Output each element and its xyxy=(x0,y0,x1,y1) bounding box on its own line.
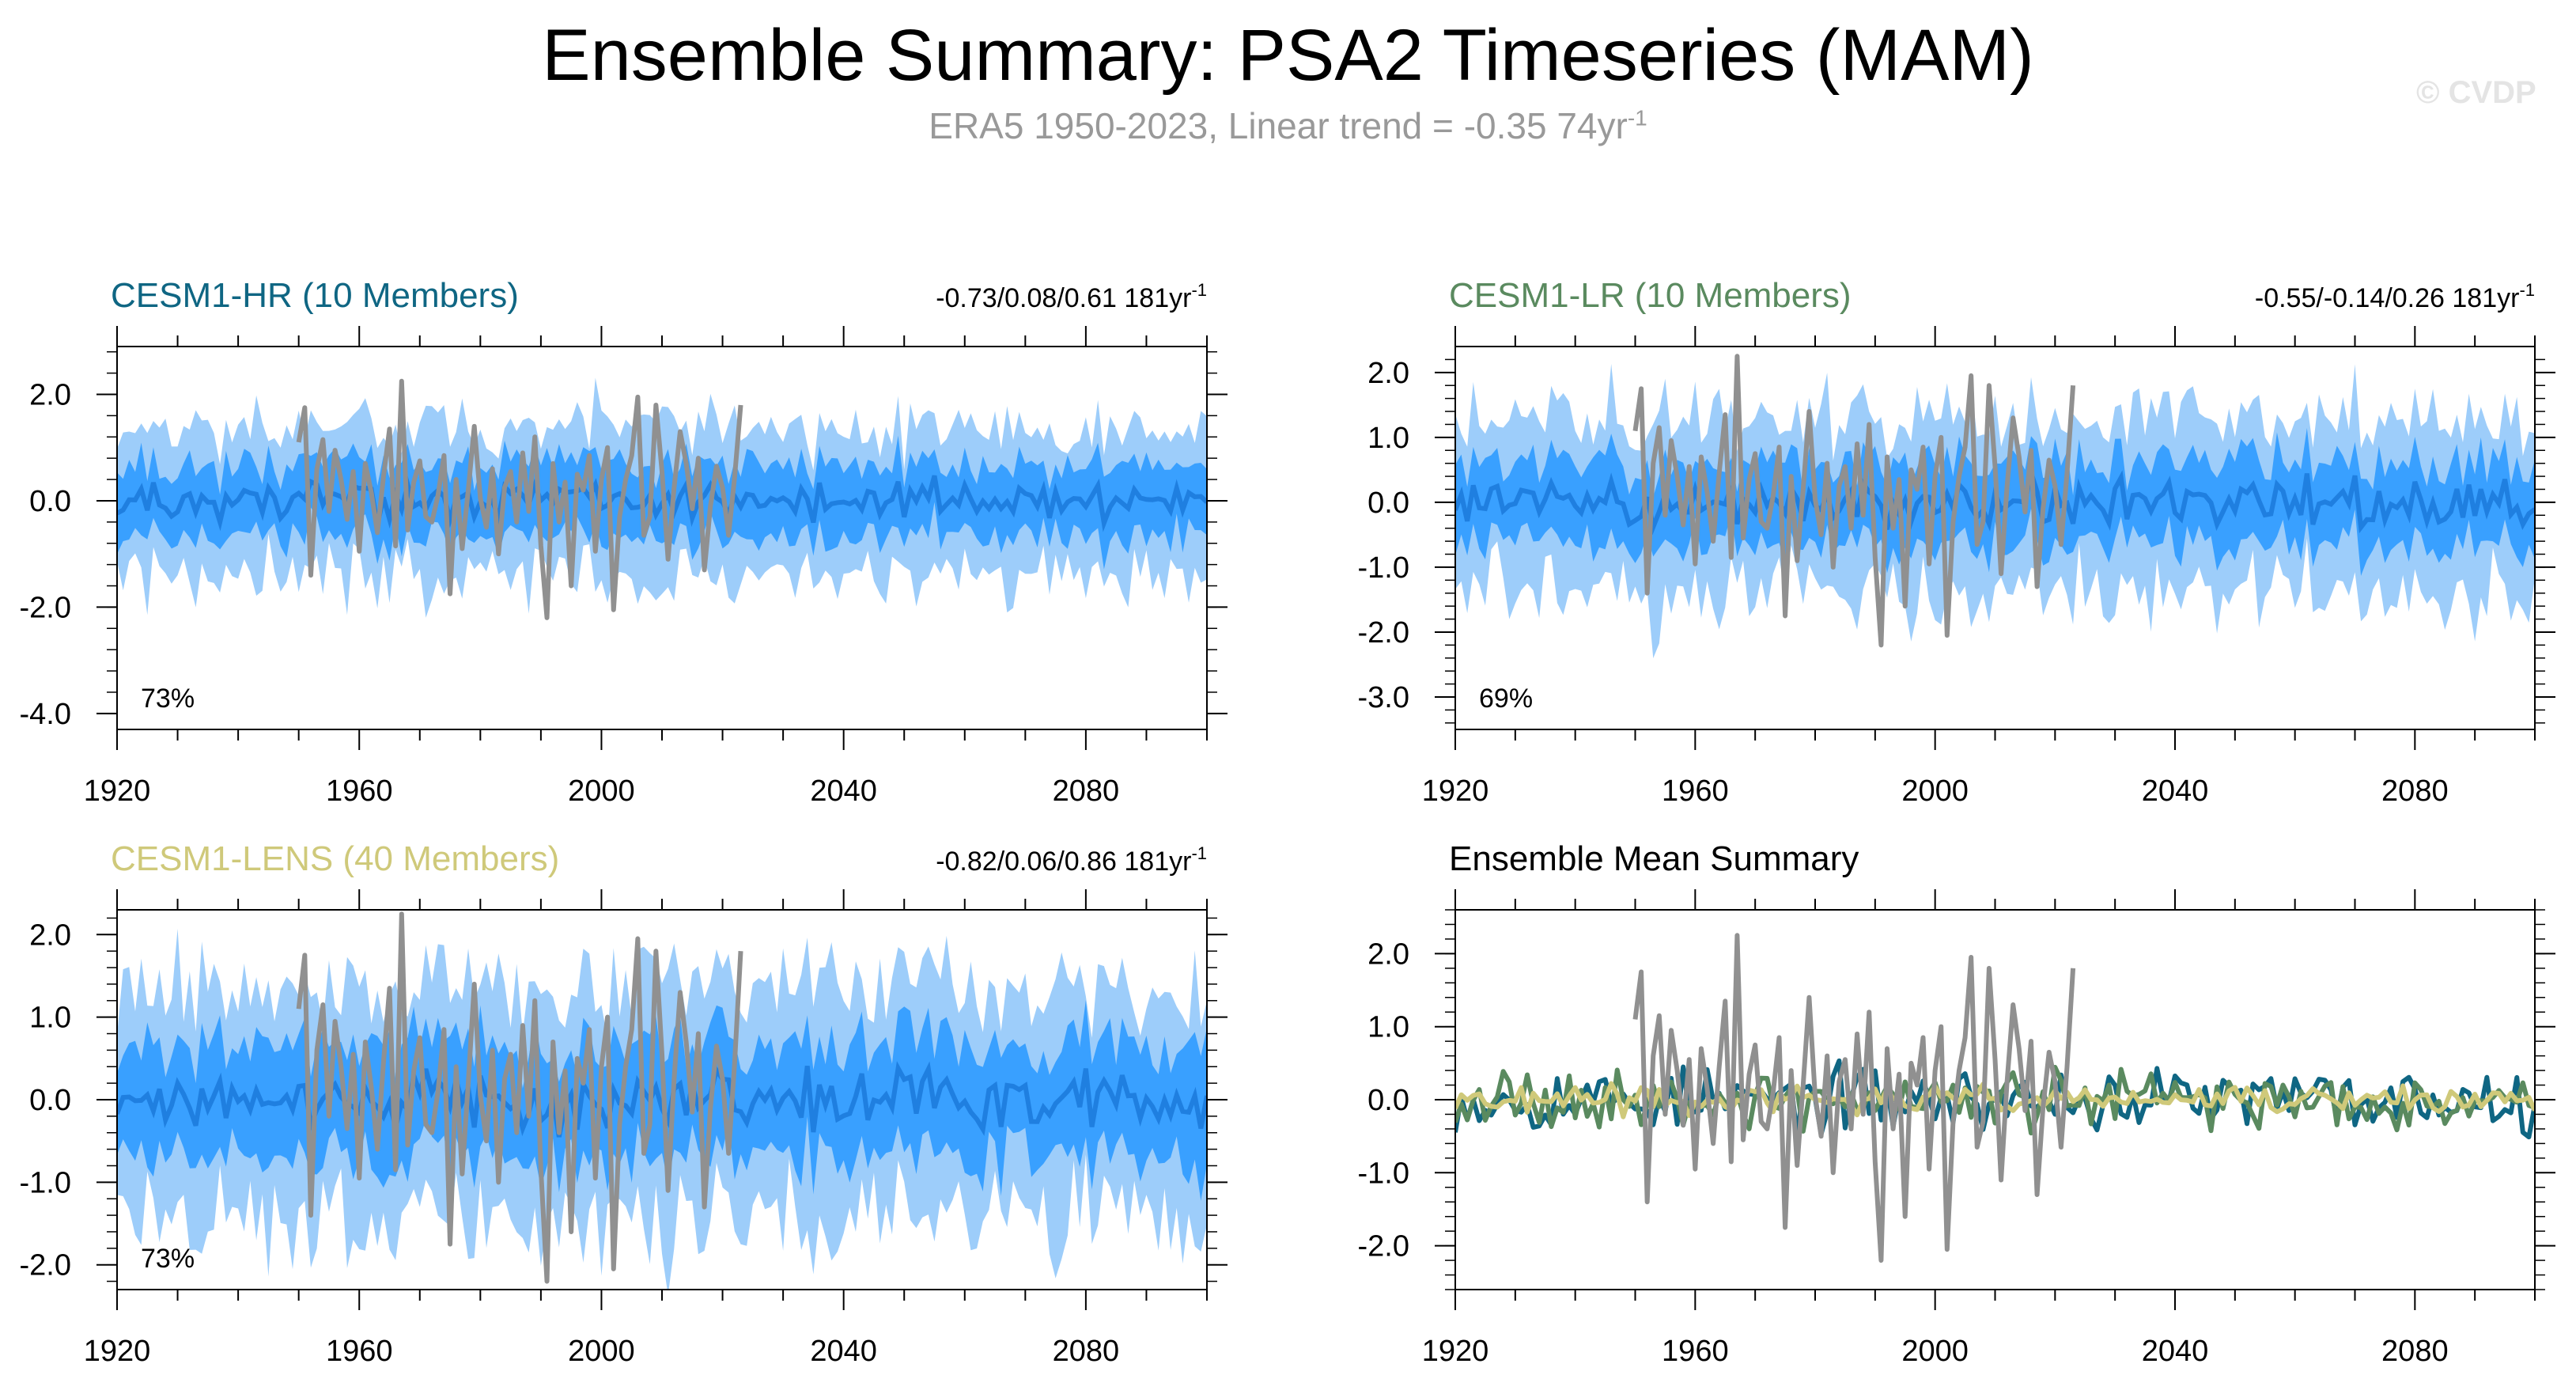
x-tick-label: 1920 xyxy=(84,775,151,808)
panel-1: 1920 1960 2000 2040 2080 -4.0 -2.0 0.0 2.0 CESM1-… xyxy=(20,276,1227,808)
y-tick-label: -1.0 xyxy=(1358,551,1409,585)
panel-title: CESM1-LR (10 Members) xyxy=(1449,276,1852,315)
x-tick-label: 2040 xyxy=(2142,775,2209,808)
plot-area xyxy=(117,911,1207,1290)
stats-superscript: -1 xyxy=(1191,843,1207,863)
x-tick-label: 2000 xyxy=(568,1335,635,1368)
y-tick-label: -2.0 xyxy=(1358,616,1409,650)
x-tick-label: 2000 xyxy=(1901,1335,1969,1368)
x-tick-label: 2000 xyxy=(568,775,635,808)
stats-text: -0.55/-0.14/0.26 181yr xyxy=(2255,283,2520,313)
y-tick-label: 2.0 xyxy=(1367,357,1409,390)
y-tick-label: 0.0 xyxy=(29,485,71,518)
x-tick-label: 2080 xyxy=(2381,1335,2449,1368)
observations-line xyxy=(296,911,743,1284)
panel-stats: -0.82/0.06/0.86 181yr-1 xyxy=(936,843,1207,877)
y-tick-label: 1.0 xyxy=(1367,422,1409,455)
y-tick-label: -4.0 xyxy=(20,698,71,731)
x-tick-label: 2080 xyxy=(2381,775,2449,808)
subtitle-superscript: -1 xyxy=(1627,105,1647,131)
subtitle-text: ERA5 1950-2023, Linear trend = -0.35 74y… xyxy=(929,105,1628,146)
x-tick-label: 1960 xyxy=(1662,775,1729,808)
plot-area xyxy=(1455,933,2535,1263)
x-tick-label: 1960 xyxy=(1662,1335,1729,1368)
x-tick-label: 1920 xyxy=(84,1335,151,1368)
panel-3: 1920 1960 2000 2040 2080 -2.0 -1.0 0.0 1.0 2.0 CES… xyxy=(20,839,1227,1368)
x-tick-label: 1920 xyxy=(1422,775,1489,808)
observations-line xyxy=(1632,933,2076,1263)
x-tick-label: 1960 xyxy=(326,775,393,808)
y-tick-label: -3.0 xyxy=(1358,681,1409,714)
plot-area xyxy=(117,377,1207,620)
percent-annotation: 69% xyxy=(1479,684,1533,714)
y-tick-label: -2.0 xyxy=(20,591,71,624)
stats-text: -0.73/0.08/0.61 181yr xyxy=(936,283,1191,313)
x-tick-label: 1920 xyxy=(1422,1335,1489,1368)
panel-title: CESM1-HR (10 Members) xyxy=(111,276,519,315)
y-tick-label: 0.0 xyxy=(1367,1084,1409,1117)
x-tick-label: 2040 xyxy=(2142,1335,2209,1368)
panel-4: 1920 1960 2000 2040 2080 -2.0 -1.0 0.0 1.0 2.0 Ens… xyxy=(1358,839,2555,1368)
y-tick-label: 1.0 xyxy=(1367,1011,1409,1044)
x-tick-label: 2000 xyxy=(1901,775,1969,808)
x-tick-label: 1960 xyxy=(326,1335,393,1368)
main-title: Ensemble Summary: PSA2 Timeseries (MAM) xyxy=(542,15,2034,96)
y-tick-label: 1.0 xyxy=(29,1002,71,1035)
panel-stats: -0.55/-0.14/0.26 181yr-1 xyxy=(2255,280,2535,313)
x-tick-label: 2080 xyxy=(1053,775,1120,808)
x-tick-label: 2040 xyxy=(810,775,877,808)
y-tick-label: 2.0 xyxy=(1367,938,1409,971)
plot-area xyxy=(1455,354,2535,659)
percent-annotation: 73% xyxy=(141,684,195,714)
cvdp-watermark: © CVDP xyxy=(2416,75,2536,110)
y-tick-label: 0.0 xyxy=(1367,487,1409,520)
y-tick-label: -1.0 xyxy=(1358,1157,1409,1190)
panel-stats: -0.73/0.08/0.61 181yr-1 xyxy=(936,280,1207,313)
panel-title: Ensemble Mean Summary xyxy=(1449,839,1859,878)
stats-text: -0.82/0.06/0.86 181yr xyxy=(936,847,1191,877)
x-tick-label: 2040 xyxy=(810,1335,877,1368)
stats-superscript: -1 xyxy=(1191,280,1207,300)
stats-superscript: -1 xyxy=(2519,280,2535,300)
x-tick-label: 2080 xyxy=(1053,1335,1120,1368)
subtitle: ERA5 1950-2023, Linear trend = -0.35 74y… xyxy=(0,104,2576,147)
ensemble-mean-line xyxy=(117,1061,1207,1138)
panel-2: 1920 1960 2000 2040 2080 -3.0 -2.0 -1.0 0.0 1.0 2.… xyxy=(1358,276,2555,808)
observations-line xyxy=(1632,354,2076,648)
y-tick-label: -2.0 xyxy=(1358,1230,1409,1263)
y-tick-label: 2.0 xyxy=(29,379,71,412)
y-tick-label: 2.0 xyxy=(29,919,71,952)
y-tick-label: -1.0 xyxy=(20,1166,71,1199)
observations-line xyxy=(296,378,743,620)
percent-annotation: 73% xyxy=(141,1244,195,1274)
y-tick-label: -2.0 xyxy=(20,1249,71,1282)
y-tick-label: 0.0 xyxy=(29,1084,71,1117)
panel-title: CESM1-LENS (40 Members) xyxy=(111,839,559,878)
